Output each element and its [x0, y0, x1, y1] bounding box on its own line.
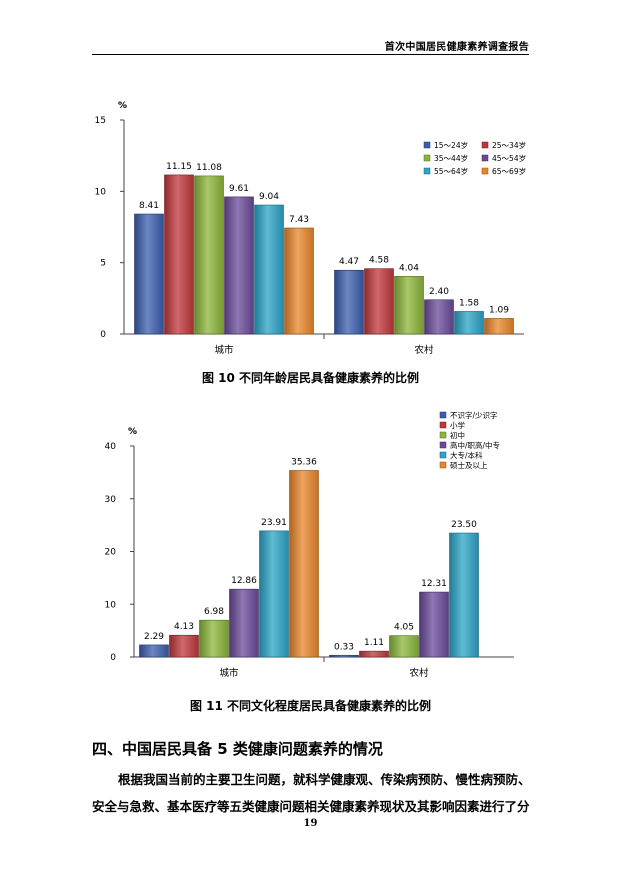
legend-label: 不识字/少识字 [450, 410, 498, 420]
data-label: 9.61 [229, 184, 249, 194]
data-label: 7.43 [289, 215, 309, 225]
data-label: 2.29 [144, 632, 164, 642]
data-label: 8.41 [139, 201, 159, 211]
legend-swatch [439, 421, 447, 429]
x-category-label: 农村 [409, 667, 429, 679]
bar [139, 644, 169, 658]
data-label: 12.31 [421, 579, 447, 589]
bar [419, 591, 449, 658]
y-tick-label: 5 [100, 259, 106, 269]
bar [329, 654, 359, 658]
legend-label: 55～64岁 [434, 166, 468, 176]
data-label: 4.05 [394, 623, 414, 633]
figure-10-caption: 图 10 不同年龄居民具备健康素养的比例 [201, 371, 420, 385]
bar [359, 650, 389, 658]
bar [224, 196, 254, 335]
bar [164, 174, 194, 335]
running-header: 首次中国居民健康素养调查报告 [384, 42, 529, 53]
y-tick-label: 15 [95, 116, 106, 126]
legend-swatch [439, 411, 447, 419]
legend-label: 25～34岁 [492, 140, 526, 150]
y-tick-label: 20 [105, 548, 117, 558]
header-rule [92, 54, 529, 55]
figure-11-caption: 图 11 不同文化程度居民具备健康素养的比例 [189, 699, 432, 713]
y-tick-label: 0 [100, 330, 106, 340]
body-paragraph: 根据我国当前的主要卫生问题，就科学健康观、传染病预防、慢性病预防、安全与急救、基… [92, 772, 531, 814]
figure-11-svg: % 0 10 20 30 40 2.29 4.13 6.98 12.86 23.91 35.36 城市 0… [105, 410, 514, 679]
data-label: 35.36 [291, 457, 317, 467]
data-label: 11.08 [196, 163, 222, 173]
legend-label: 硕士及以上 [450, 460, 488, 470]
legend-label: 45～54岁 [492, 153, 526, 163]
legend-swatch [423, 167, 431, 175]
x-category-label: 城市 [214, 344, 234, 356]
legend-swatch [439, 451, 447, 459]
data-label: 1.09 [489, 305, 509, 315]
data-label: 1.58 [459, 298, 479, 308]
data-label: 2.40 [429, 287, 449, 297]
y-tick-label: 30 [105, 495, 117, 505]
figure-10-svg: % 0 5 10 15 8.41 11.15 11.08 9.61 9.04 7.43 城市 4.47 4… [95, 101, 527, 356]
legend-label: 高中/职高/中专 [450, 440, 500, 450]
bar [484, 318, 514, 335]
data-label: 12.86 [231, 576, 257, 586]
legend-swatch [439, 461, 447, 469]
data-label: 4.47 [339, 257, 359, 267]
data-label: 23.50 [451, 520, 477, 530]
legend-swatch [423, 141, 431, 149]
bar [284, 227, 314, 335]
legend-swatch [439, 441, 447, 449]
legend-swatch [423, 154, 431, 162]
data-label: 0.33 [334, 642, 354, 652]
y-unit-label: % [128, 427, 137, 437]
data-label: 1.11 [364, 638, 384, 648]
legend-swatch [439, 431, 447, 439]
y-tick-label: 40 [105, 442, 117, 452]
y-unit-label: % [118, 101, 127, 111]
bar [454, 311, 484, 335]
figure-11-chart: % 0 10 20 30 40 2.29 4.13 6.98 12.86 23.91 35.36 城市 0… [92, 406, 532, 688]
bar [424, 299, 454, 335]
section-heading: 四、中国居民具备 5 类健康问题素养的情况 [92, 740, 383, 758]
bar [194, 175, 224, 335]
bar [364, 268, 394, 335]
legend-label: 初中 [450, 430, 465, 440]
y-tick-label: 0 [110, 653, 116, 663]
bar [289, 470, 319, 658]
data-label: 6.98 [204, 607, 224, 617]
bar [169, 634, 199, 658]
data-label: 4.58 [369, 256, 389, 266]
data-label: 9.04 [259, 192, 279, 202]
page-number: 19 [303, 818, 318, 829]
legend-swatch [481, 154, 489, 162]
data-label: 11.15 [166, 162, 192, 172]
bar [229, 588, 259, 658]
x-category-label: 农村 [414, 344, 434, 356]
bar [259, 530, 289, 658]
bar [254, 204, 284, 335]
figure-10-chart: % 0 5 10 15 8.41 11.15 11.08 9.61 9.04 7.43 城市 4.47 4… [92, 84, 532, 360]
legend-label: 35～44岁 [434, 153, 468, 163]
data-label: 4.04 [399, 263, 419, 273]
y-tick-label: 10 [95, 187, 107, 197]
legend-label: 65～69岁 [492, 166, 526, 176]
legend-swatch [481, 167, 489, 175]
legend-label: 15～24岁 [434, 140, 468, 150]
legend-label: 大专/本科 [450, 450, 483, 460]
data-label: 4.13 [174, 622, 194, 632]
bar [449, 532, 479, 658]
x-category-label: 城市 [219, 667, 239, 679]
bar [334, 269, 364, 335]
legend-swatch [481, 141, 489, 149]
data-label: 23.91 [261, 518, 287, 528]
legend-label: 小学 [450, 420, 465, 430]
bar [394, 276, 424, 335]
y-tick-label: 10 [105, 600, 117, 610]
bar [134, 213, 164, 335]
bar [389, 635, 419, 658]
bar [199, 619, 229, 658]
